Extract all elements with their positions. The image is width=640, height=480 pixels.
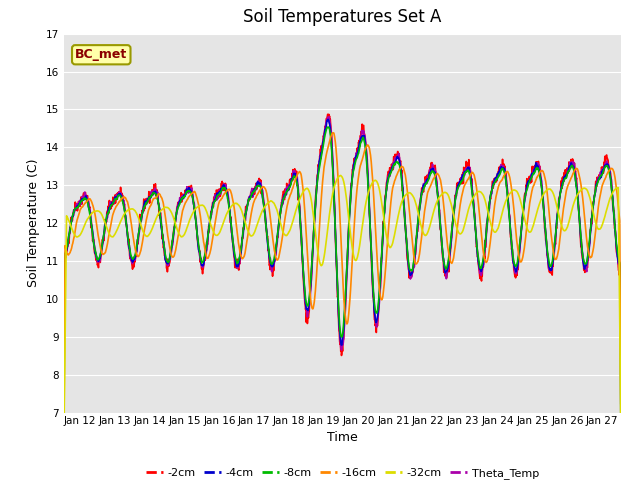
- -32cm: [328, 196, 335, 202]
- Line: -32cm: -32cm: [64, 176, 621, 431]
- -8cm: [617, 426, 625, 432]
- Line: -2cm: -2cm: [64, 114, 621, 356]
- -32cm: [556, 215, 563, 221]
- -8cm: [610, 212, 618, 218]
- Theta_Temp: [617, 265, 625, 271]
- Theta_Temp: [325, 114, 333, 120]
- -16cm: [147, 202, 155, 207]
- -32cm: [337, 173, 344, 179]
- -4cm: [328, 151, 336, 156]
- -2cm: [474, 261, 482, 267]
- -2cm: [328, 142, 336, 147]
- -8cm: [147, 193, 155, 199]
- -16cm: [317, 197, 325, 203]
- -32cm: [317, 263, 325, 268]
- -8cm: [60, 422, 68, 428]
- Line: -16cm: -16cm: [64, 133, 621, 430]
- -8cm: [328, 154, 336, 159]
- -2cm: [147, 194, 155, 200]
- -32cm: [60, 428, 68, 433]
- -4cm: [610, 214, 618, 219]
- Legend: -2cm, -4cm, -8cm, -16cm, -32cm, Theta_Temp: -2cm, -4cm, -8cm, -16cm, -32cm, Theta_Te…: [141, 464, 543, 480]
- -4cm: [317, 150, 325, 156]
- Line: Theta_Temp: Theta_Temp: [64, 117, 621, 469]
- -2cm: [556, 194, 564, 200]
- -4cm: [324, 117, 332, 122]
- -2cm: [617, 272, 625, 277]
- Theta_Temp: [317, 152, 325, 157]
- -8cm: [324, 124, 332, 130]
- -2cm: [60, 257, 68, 263]
- -32cm: [617, 414, 625, 420]
- -16cm: [330, 130, 337, 136]
- -8cm: [474, 252, 482, 257]
- Title: Soil Temperatures Set A: Soil Temperatures Set A: [243, 9, 442, 26]
- -8cm: [556, 195, 563, 201]
- -16cm: [556, 240, 563, 246]
- Line: -4cm: -4cm: [64, 120, 621, 403]
- -32cm: [610, 188, 618, 193]
- -2cm: [317, 143, 325, 149]
- -2cm: [338, 353, 346, 359]
- Theta_Temp: [610, 210, 618, 216]
- -16cm: [610, 169, 618, 175]
- -16cm: [617, 418, 625, 423]
- -4cm: [60, 396, 68, 402]
- -4cm: [147, 194, 155, 200]
- X-axis label: Time: Time: [327, 431, 358, 444]
- Theta_Temp: [60, 466, 68, 472]
- Theta_Temp: [474, 252, 482, 258]
- -4cm: [617, 400, 625, 406]
- -2cm: [611, 216, 618, 221]
- -8cm: [317, 155, 325, 160]
- -4cm: [556, 195, 563, 201]
- Theta_Temp: [328, 145, 336, 151]
- -2cm: [324, 111, 332, 117]
- Text: BC_met: BC_met: [75, 48, 127, 61]
- Theta_Temp: [556, 196, 563, 202]
- -32cm: [474, 189, 482, 195]
- -4cm: [474, 255, 482, 261]
- Theta_Temp: [147, 190, 155, 196]
- -16cm: [474, 196, 482, 202]
- Line: -8cm: -8cm: [64, 127, 621, 429]
- -32cm: [147, 228, 155, 234]
- -16cm: [328, 132, 335, 137]
- Y-axis label: Soil Temperature (C): Soil Temperature (C): [28, 159, 40, 288]
- -16cm: [60, 427, 68, 432]
